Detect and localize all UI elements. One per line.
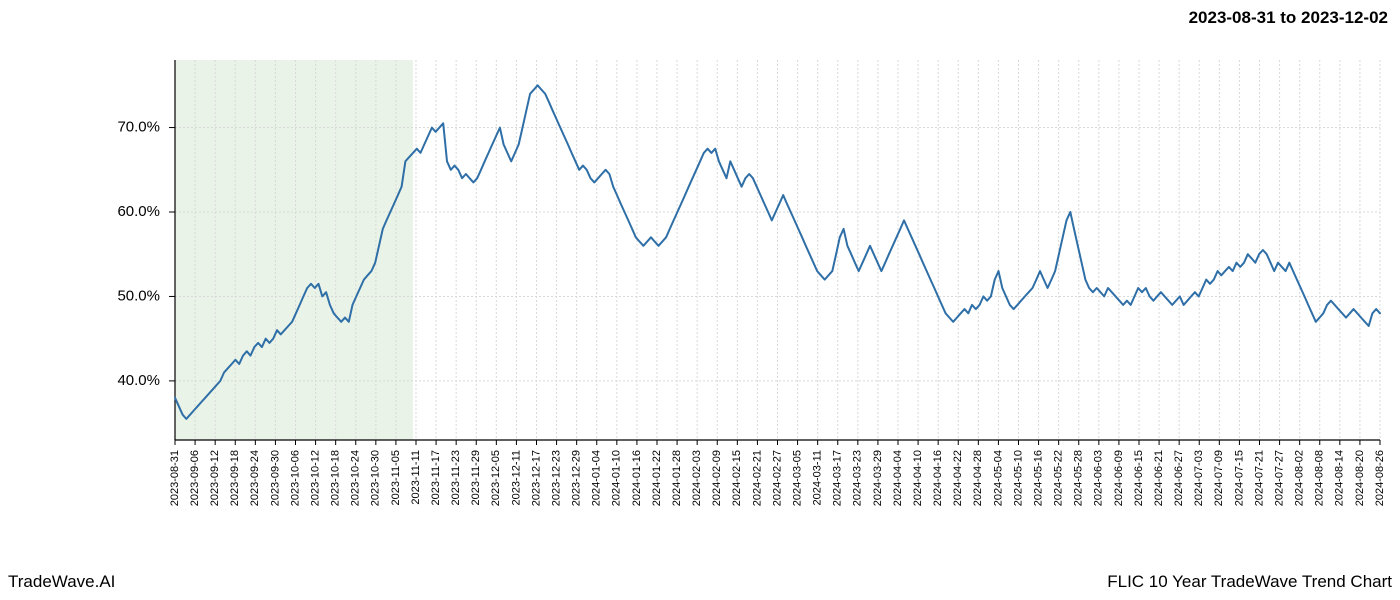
xtick-label: 2023-09-30 xyxy=(269,450,281,506)
xtick-label: 2024-02-09 xyxy=(711,450,723,506)
xtick-label: 2024-04-16 xyxy=(932,450,944,506)
xtick-label: 2024-01-04 xyxy=(591,450,603,506)
xtick-label: 2024-02-27 xyxy=(771,450,783,506)
xtick-label: 2023-12-23 xyxy=(550,450,562,506)
xtick-label: 2023-12-17 xyxy=(530,450,542,506)
xtick-label: 2024-03-11 xyxy=(812,450,824,505)
xtick-label: 2024-03-29 xyxy=(872,450,884,506)
xtick-label: 2024-04-22 xyxy=(952,450,964,506)
xtick-label: 2023-12-29 xyxy=(571,450,583,506)
xtick-label: 2023-08-31 xyxy=(169,450,181,506)
xtick-label: 2024-07-27 xyxy=(1273,450,1285,506)
xtick-label: 2023-10-30 xyxy=(370,450,382,506)
xtick-label: 2023-11-29 xyxy=(470,450,482,505)
xtick-label: 2023-12-11 xyxy=(510,450,522,505)
xtick-label: 2024-06-27 xyxy=(1173,450,1185,506)
xtick-label: 2024-07-03 xyxy=(1193,450,1205,506)
xtick-label: 2024-06-03 xyxy=(1093,450,1105,506)
xtick-label: 2024-05-28 xyxy=(1073,450,1085,506)
xtick-label: 2024-05-04 xyxy=(992,450,1004,506)
chart-container: 40.0% 50.0% 60.0% 70.0% 2023-08-31 2023-09-06… xyxy=(0,40,1400,560)
xtick-label: 2024-02-21 xyxy=(751,450,763,506)
xtick-label: 2024-04-04 xyxy=(892,450,904,506)
xtick-label: 2024-06-09 xyxy=(1113,450,1125,506)
xtick-label: 2024-08-02 xyxy=(1294,450,1306,506)
brand-label: TradeWave.AI xyxy=(8,572,115,592)
xtick-label: 2024-07-21 xyxy=(1253,450,1265,506)
xtick-label: 2024-01-28 xyxy=(671,450,683,506)
chart-title: FLIC 10 Year TradeWave Trend Chart xyxy=(1107,572,1392,592)
xtick-label: 2024-03-05 xyxy=(791,450,803,506)
xtick-label: 2023-10-12 xyxy=(309,450,321,506)
xtick-label: 2023-10-06 xyxy=(289,450,301,506)
xtick-label: 2024-06-15 xyxy=(1133,450,1145,506)
xtick-label: 2024-08-14 xyxy=(1334,450,1346,506)
ytick-label: 50.0% xyxy=(117,287,160,304)
xtick-label: 2024-07-15 xyxy=(1233,450,1245,506)
xtick-label: 2024-02-03 xyxy=(691,450,703,506)
xtick-label: 2023-11-11 xyxy=(410,450,422,505)
xtick-label: 2024-05-10 xyxy=(1012,450,1024,506)
xtick-label: 2024-06-21 xyxy=(1153,450,1165,506)
xtick-label: 2024-03-23 xyxy=(852,450,864,506)
xtick-label: 2023-09-18 xyxy=(229,450,241,506)
xtick-label: 2024-01-22 xyxy=(651,450,663,506)
xtick-label: 2024-04-28 xyxy=(972,450,984,506)
xtick-label: 2024-07-09 xyxy=(1213,450,1225,506)
xtick-label: 2024-08-20 xyxy=(1354,450,1366,506)
xtick-label: 2023-10-18 xyxy=(330,450,342,506)
xtick-label: 2024-08-08 xyxy=(1314,450,1326,506)
xtick-label: 2024-05-22 xyxy=(1053,450,1065,506)
xtick-label: 2024-01-10 xyxy=(611,450,623,506)
xtick-label: 2023-09-06 xyxy=(189,450,201,506)
date-range-header: 2023-08-31 to 2023-12-02 xyxy=(1189,8,1388,28)
xtick-label: 2024-05-16 xyxy=(1032,450,1044,506)
xtick-label: 2024-03-17 xyxy=(832,450,844,506)
xtick-label: 2023-11-23 xyxy=(450,450,462,505)
xtick-label: 2023-11-17 xyxy=(430,450,442,505)
ytick-label: 40.0% xyxy=(117,372,160,389)
xtick-label: 2024-08-26 xyxy=(1374,450,1386,506)
xtick-label: 2024-04-10 xyxy=(912,450,924,506)
trend-line-chart: 40.0% 50.0% 60.0% 70.0% 2023-08-31 2023-09-06… xyxy=(0,40,1400,560)
xtick-label: 2023-10-24 xyxy=(350,450,362,506)
xtick-label: 2024-02-15 xyxy=(731,450,743,506)
xtick-label: 2023-12-05 xyxy=(490,450,502,506)
ytick-label: 60.0% xyxy=(117,203,160,220)
xtick-label: 2023-09-12 xyxy=(209,450,221,506)
xtick-label: 2023-11-05 xyxy=(390,450,402,505)
ytick-label: 70.0% xyxy=(117,119,160,136)
xtick-label: 2023-09-24 xyxy=(249,450,261,506)
xtick-label: 2024-01-16 xyxy=(631,450,643,506)
